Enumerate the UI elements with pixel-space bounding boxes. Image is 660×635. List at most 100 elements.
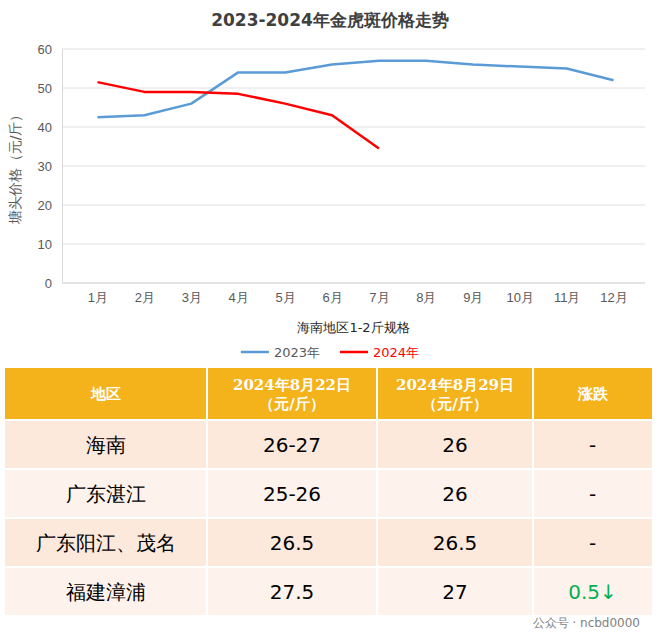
table-cell: - [589,531,596,555]
chart-title: 2023-2024年金虎斑价格走势 [211,10,449,30]
x-tick-label: 4月 [229,290,249,305]
chart-background [0,0,660,365]
table-col-sep [206,368,208,616]
y-tick-label: 20 [38,198,52,213]
table-header-line: 2024年8月22日 [233,376,351,394]
x-tick-label: 9月 [463,290,483,305]
legend-swatch [241,351,269,354]
y-tick: 10 [38,237,62,252]
x-tick-label: 8月 [416,290,436,305]
table-cell: 25-26 [263,482,321,506]
table-row-sep [5,468,652,470]
table-header-line: （元/斤） [259,395,324,413]
table-cell: 0.5↓ [568,580,617,604]
x-tick: 6月 [322,283,342,305]
table-cell: - [589,482,596,506]
x-tick: 4月 [229,283,249,305]
legend-swatch [340,351,368,354]
table-header-line: 2024年8月29日 [396,376,514,394]
y-tick-label: 30 [38,159,52,174]
table-header-line: （元/斤） [422,395,487,413]
x-tick-label: 7月 [369,290,389,305]
table-cell: 26 [442,482,467,506]
x-axis-title: 海南地区1-2斤规格 [297,320,409,335]
y-tick: 40 [38,120,62,135]
table-cell: 26 [442,433,467,457]
x-tick: 7月 [369,283,389,305]
y-tick-label: 0 [45,276,52,291]
y-axis-title: 塘头价格（元/斤） [7,108,23,226]
table-cell: 广东湛江 [66,482,146,506]
legend-label: 2023年 [274,345,320,360]
series-line [97,82,379,148]
table-row-sep [5,566,652,568]
table-cell: 26.5 [433,531,478,555]
table-header-cell: 2024年8月29日（元/斤） [396,376,514,413]
legend-item: 2023年 [241,345,320,360]
table-header-cell: 地区 [90,385,121,403]
x-tick-label: 6月 [322,290,342,305]
x-tick-label: 10月 [506,290,533,305]
x-tick-label: 1月 [88,290,108,305]
grid-line [62,244,645,245]
table-cell: 26.5 [270,531,315,555]
x-tick-label: 2月 [135,290,155,305]
table-row-sep [5,517,652,519]
table-header-bg [5,368,652,420]
x-tick-label: 5月 [276,290,296,305]
table-cell: 福建漳浦 [66,580,146,604]
grid-line [62,283,645,284]
table-cell: 海南 [86,433,126,457]
page: 2023-2024年金虎斑价格走势 0 10 20 30 40 50 60 1月 2月 3月 4月 5月… [0,0,660,635]
table: 地区2024年8月22日（元/斤）2024年8月29日（元/斤）涨跌海南26-2… [5,368,652,616]
y-axis-line [62,50,63,284]
table-cell: 27.5 [270,580,315,604]
legend: 2023年 2024年 [241,345,419,360]
grid-line [62,127,645,128]
y-tick-label: 40 [38,120,52,135]
grid-line [62,205,645,206]
table-header-cell: 2024年8月22日（元/斤） [233,376,351,413]
x-tick: 10月 [506,283,533,305]
table-header-line: 地区 [90,385,121,403]
footer: 公众号 · ncbd0000 [533,616,640,630]
table-row-bg [5,469,652,518]
grid [62,49,645,283]
table-cell: 26-27 [263,433,321,457]
y-tick: 50 [38,81,62,96]
y-tick-label: 10 [38,237,52,252]
table-col-sep [532,368,534,616]
table-cell: 广东阳江、茂名 [36,531,176,555]
x-tick-label: 12月 [600,290,627,305]
grid-line [62,88,645,89]
table-cell: - [589,433,596,457]
x-tick: 5月 [276,283,296,305]
x-axis: 1月 2月 3月 4月 5月 6月 7月 8月 9月 10月 11月 12月 [62,283,645,305]
table-row-bg [5,567,652,616]
table-header-cell: 涨跌 [577,385,609,403]
x-tick: 9月 [463,283,483,305]
x-tick: 8月 [416,283,436,305]
y-tick: 0 [45,276,62,291]
table-row-bg [5,420,652,469]
table-cell: 27 [442,580,467,604]
y-tick-label: 50 [38,81,52,96]
x-axis-line [62,283,645,284]
x-tick-label: 3月 [182,290,202,305]
table-header-line: 涨跌 [577,385,609,403]
x-tick: 11月 [554,283,581,305]
x-tick-label: 11月 [554,290,581,305]
grid-line [62,166,645,167]
x-tick: 2月 [135,283,155,305]
y-tick: 60 [38,42,62,57]
legend-item: 2024年 [340,345,419,360]
table-row-bg [5,518,652,567]
x-tick: 3月 [182,283,202,305]
legend-label: 2024年 [373,345,419,360]
y-tick: 20 [38,198,62,213]
x-tick: 12月 [600,283,627,305]
y-axis: 0 10 20 30 40 50 60 [38,42,63,291]
grid-line [62,49,645,50]
table-col-sep [376,368,378,616]
table-row-sep [5,419,652,421]
